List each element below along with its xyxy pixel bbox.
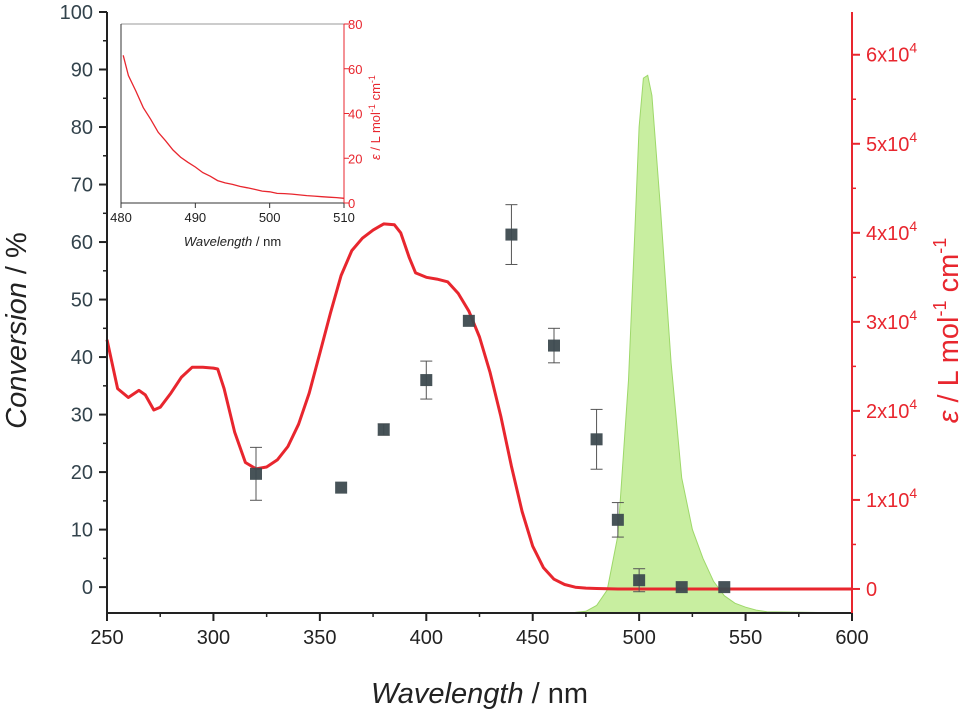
- inset-x-tick-label: 480: [110, 210, 132, 225]
- y2-tick-label: 3x104: [866, 307, 917, 334]
- y2-tick-base: 3x10: [866, 312, 909, 334]
- y2-tick-label: 4x104: [866, 218, 917, 245]
- inset-y-tick-label: 40: [348, 107, 362, 122]
- inset-x-tick-label: 500: [259, 210, 281, 225]
- inset-x-title-unit: / nm: [252, 234, 281, 249]
- inset-y-title-cm: cm: [368, 83, 383, 104]
- x-tick-label: 600: [835, 627, 868, 649]
- y2-axis-title-symbol: ε: [933, 409, 965, 423]
- y-tick-label: 30: [71, 405, 93, 427]
- y2-tick-label: 2x104: [866, 396, 917, 423]
- inset-y-tick-label: 0: [348, 196, 355, 211]
- inset-y-title-unit: / L mol: [368, 112, 383, 154]
- y-tick-label: 20: [71, 462, 93, 484]
- conversion-point: [505, 228, 518, 241]
- x-axis-title-unit: / nm: [524, 678, 588, 710]
- x-tick-label: 550: [729, 627, 762, 649]
- y2-axis-title-superscript: -1: [930, 238, 950, 254]
- y2-tick-exponent: 4: [909, 396, 917, 412]
- y-tick-label: 40: [71, 347, 93, 369]
- x-tick-label: 450: [516, 627, 549, 649]
- conversion-point: [250, 467, 262, 480]
- y-axis-title-unit: / %: [1, 232, 33, 282]
- y-axis-title: Conversion / %: [1, 232, 33, 429]
- y2-tick-exponent: 4: [909, 218, 917, 234]
- y-tick-label: 100: [60, 2, 93, 24]
- y2-tick-base: 1x10: [866, 490, 909, 512]
- inset-y-axis-title: ε / L mol-1 cm-1: [367, 75, 383, 160]
- y2-tick-exponent: 4: [909, 40, 917, 56]
- y2-tick-label: 6x104: [866, 40, 917, 67]
- y-tick-label: 10: [71, 520, 93, 542]
- conversion-point: [590, 433, 603, 446]
- conversion-point: [335, 481, 348, 494]
- inset-y-tick-label: 20: [348, 151, 362, 166]
- emission-area: [107, 74, 853, 614]
- inset-y-title-superscript: -1: [367, 104, 377, 112]
- y2-axis-title-unit: / L mol: [933, 316, 965, 410]
- x-tick-label: 250: [90, 627, 123, 649]
- conversion-point: [633, 574, 646, 587]
- inset-x-axis-title: Wavelength / nm: [184, 234, 281, 249]
- inset-y-title-superscript: -1: [367, 75, 377, 83]
- inset-y-tick-label: 60: [348, 62, 362, 77]
- y2-axis-title-superscript: -1: [930, 300, 950, 316]
- y-tick-label: 80: [71, 117, 93, 139]
- y2-tick-label: 5x104: [866, 129, 917, 156]
- y2-tick-exponent: 4: [909, 129, 917, 145]
- y-tick-label: 60: [71, 232, 93, 254]
- x-tick-label: 350: [303, 627, 336, 649]
- y-tick-label: 70: [71, 175, 93, 197]
- y2-tick-base: 6x10: [866, 45, 909, 67]
- y2-axis-title-cm: cm: [933, 254, 965, 301]
- y2-tick-base: 2x10: [866, 401, 909, 423]
- y2-tick-base: 4x10: [866, 223, 909, 245]
- conversion-point: [548, 339, 560, 352]
- y2-tick-label: 1x104: [866, 485, 917, 512]
- conversion-point: [462, 314, 475, 327]
- y2-tick-exponent: 4: [909, 485, 917, 501]
- conversion-point: [718, 581, 731, 594]
- y2-tick-base: 0: [866, 579, 877, 601]
- inset-x-tick-label: 510: [333, 210, 355, 225]
- y2-tick-base: 5x10: [866, 134, 909, 156]
- y2-tick-label: 0: [866, 579, 877, 601]
- inset-x-title-italic: Wavelength: [184, 234, 252, 249]
- x-axis-title: Wavelength / nm: [371, 678, 588, 710]
- y-tick-label: 50: [71, 290, 93, 312]
- y-tick-label: 0: [82, 577, 93, 599]
- x-tick-label: 400: [410, 627, 443, 649]
- inset-background: [121, 24, 344, 203]
- x-tick-label: 500: [622, 627, 655, 649]
- y2-axis-title: ε / L mol-1 cm-1: [930, 238, 965, 424]
- conversion-point: [611, 513, 624, 526]
- inset-x-tick-label: 490: [184, 210, 206, 225]
- conversion-point: [420, 374, 433, 387]
- conversion-point: [377, 423, 390, 436]
- y2-tick-exponent: 4: [909, 307, 917, 323]
- inset-y-tick-label: 80: [348, 17, 362, 32]
- x-axis-title-italic: Wavelength: [371, 678, 524, 710]
- inset-y-title-symbol: ε: [368, 154, 383, 160]
- absorption-line: [105, 222, 852, 591]
- y-axis-title-italic: Conversion: [1, 282, 33, 429]
- inset-absorption-line: [122, 55, 345, 199]
- x-tick-label: 300: [197, 627, 230, 649]
- conversion-point: [675, 581, 688, 594]
- y-tick-label: 90: [71, 60, 93, 82]
